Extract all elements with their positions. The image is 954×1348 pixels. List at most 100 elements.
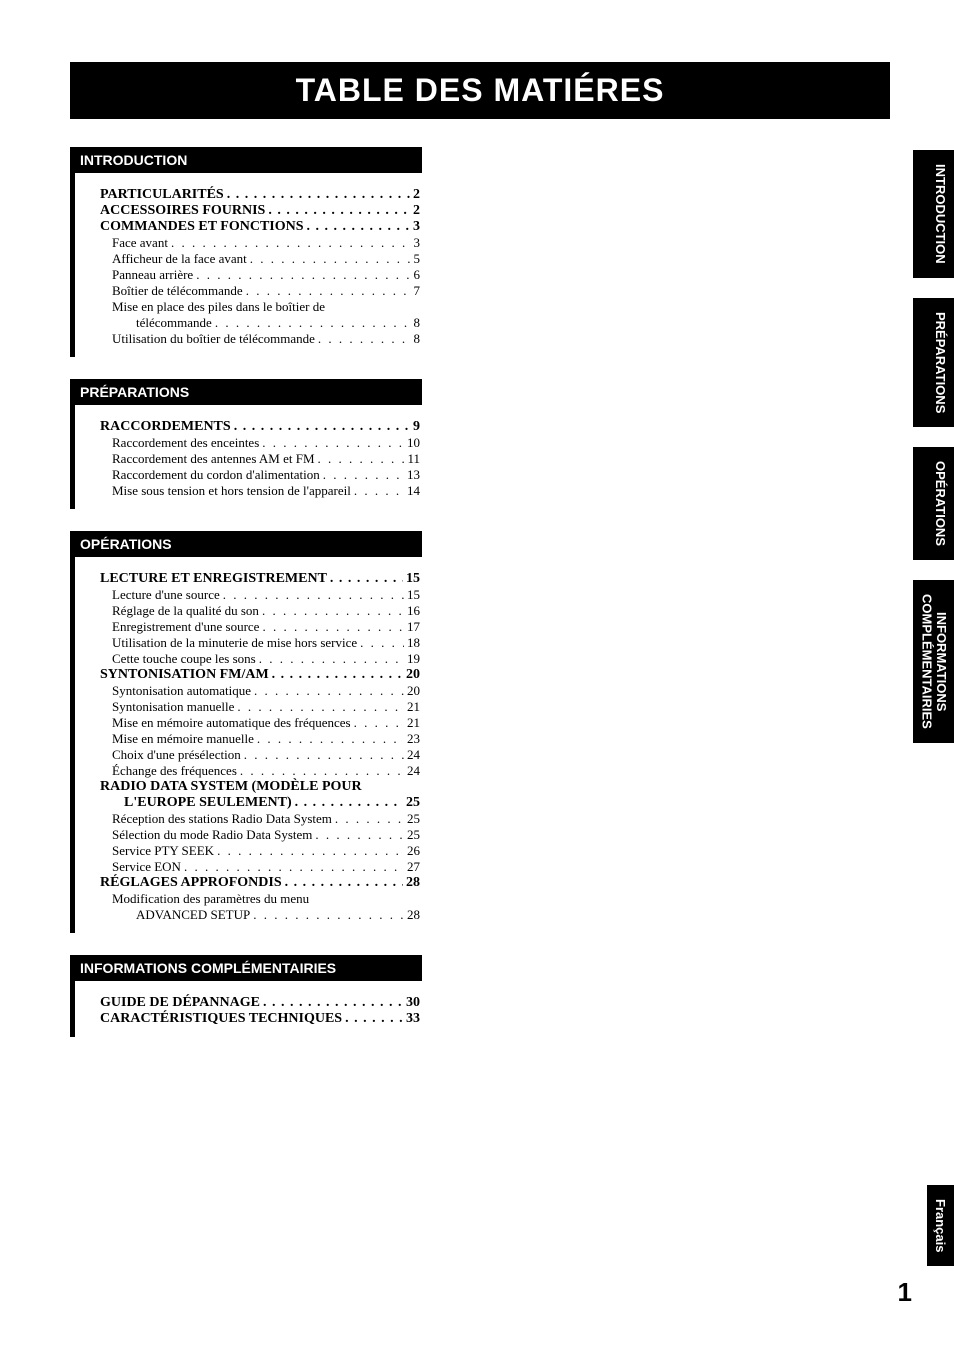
toc-label: RADIO DATA SYSTEM (MODÈLE POUR [100, 779, 362, 795]
section-header: INFORMATIONS COMPLÉMENTAIRIES [70, 955, 422, 981]
toc-sections: INTRODUCTION PARTICULARITÉS. . . . . . . … [70, 147, 890, 1037]
toc-label: Face avant [112, 235, 168, 251]
toc-page: 28 [406, 875, 420, 891]
toc-label: LECTURE ET ENREGISTREMENT [100, 571, 327, 587]
toc-leader: . . . . . . . . . . . . . . . . . . . . … [262, 603, 404, 619]
toc-leader: . . . . . . . . . . . . . . . . . . . . … [171, 235, 411, 251]
toc-page: 33 [406, 1011, 420, 1027]
toc-leader: . . . . . . . . . . . . . . . . . . . . … [285, 875, 403, 891]
toc-leader: . . . . . . . . . . . . . . . . . . . . … [262, 435, 404, 451]
toc-page: 8 [414, 331, 421, 347]
toc-page: 17 [407, 619, 420, 635]
page-content: TABLE DES MATIÉRES INTRODUCTION PARTICULA… [70, 62, 890, 1059]
toc-page: 21 [407, 699, 420, 715]
toc-entry: Syntonisation automatique. . . . . . . .… [100, 683, 420, 699]
toc-label: Choix d'une présélection [112, 747, 241, 763]
toc-entry: Mise en mémoire manuelle. . . . . . . . … [100, 731, 420, 747]
toc-label: Enregistrement d'une source [112, 619, 259, 635]
toc-label: Échange des fréquences [112, 763, 237, 779]
toc-page: 3 [413, 219, 420, 235]
toc-label: L'EUROPE SEULEMENT) [124, 795, 292, 811]
toc-entry: PARTICULARITÉS. . . . . . . . . . . . . … [100, 187, 420, 203]
toc-entry: Raccordement des enceintes. . . . . . . … [100, 435, 420, 451]
toc-leader: . . . . . . . . . . . . . . . . . . . . … [227, 187, 410, 203]
toc-entry: RACCORDEMENTS. . . . . . . . . . . . . .… [100, 419, 420, 435]
toc-entry: Enregistrement d'une source. . . . . . .… [100, 619, 420, 635]
toc-label: Réglage de la qualité du son [112, 603, 259, 619]
toc-entry: Réception des stations Radio Data System… [100, 811, 420, 827]
toc-leader: . . . . . . . . . . . . . . . . . . . . … [196, 267, 410, 283]
side-tab: INFORMATIONSCOMPLÉMENTAIRIES [913, 580, 954, 743]
toc-leader: . . . . . . . . . . . . . . . . . . . . … [354, 483, 404, 499]
toc-label: Cette touche coupe les sons [112, 651, 256, 667]
toc-page: 18 [407, 635, 420, 651]
toc-label: Raccordement des enceintes [112, 435, 259, 451]
side-tab: OPÉRATIONS [913, 447, 954, 560]
toc-section: INTRODUCTION PARTICULARITÉS. . . . . . . … [70, 147, 890, 357]
toc-entry: Raccordement des antennes AM et FM. . . … [100, 451, 420, 467]
toc-label: RÉGLAGES APPROFONDIS [100, 875, 282, 891]
toc-label: Service EON [112, 859, 181, 875]
toc-page: 28 [407, 907, 420, 923]
section-header: PRÉPARATIONS [70, 379, 422, 405]
toc-page: 23 [407, 731, 420, 747]
side-tab: INTRODUCTION [913, 150, 954, 278]
toc-label: Utilisation de la minuterie de mise hors… [112, 635, 357, 651]
toc-leader: . . . . . . . . . . . . . . . . . . . . … [246, 283, 411, 299]
toc-entry-continuation: ADVANCED SETUP. . . . . . . . . . . . . … [100, 907, 420, 923]
toc-entry: Boîtier de télécommande. . . . . . . . .… [100, 283, 420, 299]
toc-entry: ACCESSOIRES FOURNIS. . . . . . . . . . .… [100, 203, 420, 219]
toc-section: INFORMATIONS COMPLÉMENTAIRIESGUIDE DE DÉ… [70, 955, 890, 1037]
toc-label: Mise en place des piles dans le boîtier … [112, 299, 325, 315]
toc-label: Raccordement du cordon d'alimentation [112, 467, 320, 483]
toc-leader: . . . . . . . . . . . . . . . . . . . . … [217, 843, 404, 859]
side-tab: PRÉPARATIONS [913, 298, 954, 427]
toc-entry: COMMANDES ET FONCTIONS. . . . . . . . . … [100, 219, 420, 235]
section-header: OPÉRATIONS [70, 531, 422, 557]
toc-leader: . . . . . . . . . . . . . . . . . . . . … [253, 907, 404, 923]
toc-page: 30 [406, 995, 420, 1011]
toc-entry: Raccordement du cordon d'alimentation. .… [100, 467, 420, 483]
toc-leader: . . . . . . . . . . . . . . . . . . . . … [240, 763, 404, 779]
toc-label: télécommande [136, 315, 212, 331]
toc-leader: . . . . . . . . . . . . . . . . . . . . … [263, 995, 403, 1011]
toc-entry: Mise en mémoire automatique des fréquenc… [100, 715, 420, 731]
toc-page: 25 [407, 827, 420, 843]
toc-leader: . . . . . . . . . . . . . . . . . . . . … [257, 731, 404, 747]
toc-page: 2 [413, 203, 420, 219]
toc-leader: . . . . . . . . . . . . . . . . . . . . … [307, 219, 410, 235]
section-header: INTRODUCTION [70, 147, 422, 173]
toc-entry: Utilisation de la minuterie de mise hors… [100, 635, 420, 651]
page-title: TABLE DES MATIÉRES [70, 62, 890, 119]
toc-page: 13 [407, 467, 420, 483]
toc-page: 8 [414, 315, 421, 331]
toc-entry: Choix d'une présélection. . . . . . . . … [100, 747, 420, 763]
toc-label: Syntonisation automatique [112, 683, 251, 699]
toc-section: OPÉRATIONSLECTURE ET ENREGISTREMENT. . .… [70, 531, 890, 933]
toc-page: 27 [407, 859, 420, 875]
toc-page: 25 [406, 795, 420, 811]
toc-entry: RADIO DATA SYSTEM (MODÈLE POUR [100, 779, 420, 795]
toc-body: LECTURE ET ENREGISTREMENT. . . . . . . .… [82, 567, 420, 933]
toc-page: 11 [407, 451, 420, 467]
toc-page: 15 [406, 571, 420, 587]
toc-entry: LECTURE ET ENREGISTREMENT. . . . . . . .… [100, 571, 420, 587]
toc-leader: . . . . . . . . . . . . . . . . . . . . … [254, 683, 404, 699]
toc-label: ACCESSOIRES FOURNIS [100, 203, 265, 219]
toc-label: CARACTÉRISTIQUES TECHNIQUES [100, 1011, 342, 1027]
toc-entry: Panneau arrière. . . . . . . . . . . . .… [100, 267, 420, 283]
toc-entry: Face avant. . . . . . . . . . . . . . . … [100, 235, 420, 251]
toc-leader: . . . . . . . . . . . . . . . . . . . . … [237, 699, 404, 715]
toc-page: 9 [413, 419, 420, 435]
toc-leader: . . . . . . . . . . . . . . . . . . . . … [223, 587, 404, 603]
toc-leader: . . . . . . . . . . . . . . . . . . . . … [272, 667, 403, 683]
toc-label: Boîtier de télécommande [112, 283, 243, 299]
toc-page: 10 [407, 435, 420, 451]
toc-label: SYNTONISATION FM/AM [100, 667, 269, 683]
toc-leader: . . . . . . . . . . . . . . . . . . . . … [354, 715, 404, 731]
toc-leader: . . . . . . . . . . . . . . . . . . . . … [318, 451, 405, 467]
toc-page: 14 [407, 483, 420, 499]
toc-label: RACCORDEMENTS [100, 419, 231, 435]
toc-page: 6 [414, 267, 421, 283]
toc-leader: . . . . . . . . . . . . . . . . . . . . … [250, 251, 411, 267]
